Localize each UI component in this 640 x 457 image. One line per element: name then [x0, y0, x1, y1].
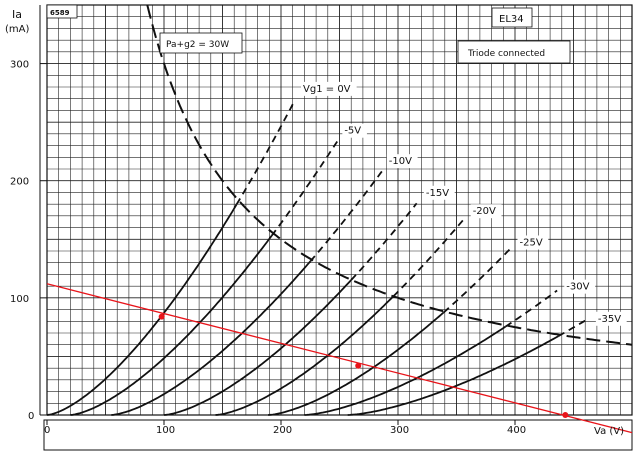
curve-label: Vg1 = 0V	[303, 84, 351, 95]
curve-solid	[215, 295, 394, 416]
plot-frame	[46, 4, 633, 416]
curve-label-bg	[517, 235, 549, 250]
power-label-box	[159, 32, 243, 54]
grid	[46, 4, 633, 416]
curve-label: -25V	[519, 237, 542, 248]
y-tick-label: 100	[10, 294, 29, 305]
power-curve-label: Pa+g2 = 30W	[166, 40, 229, 50]
curve-solid	[163, 279, 352, 416]
y-axis-label: Ia	[12, 8, 22, 21]
curve-label-bg	[470, 204, 502, 219]
curve-label-bg	[423, 185, 455, 200]
figure-id-box	[46, 4, 78, 19]
curve-solid	[304, 325, 507, 416]
curve-dashed	[505, 289, 558, 328]
curve-solid	[70, 235, 273, 416]
curve-label: -5V	[344, 126, 361, 137]
x-axis-label-box	[43, 419, 633, 451]
x-tick-label: 300	[390, 425, 409, 436]
curve-dashed	[350, 202, 418, 281]
curve-label-bg	[595, 311, 627, 326]
y-tick-label: 300	[10, 60, 29, 71]
curve-dashed	[235, 99, 296, 205]
curve-dashed	[557, 317, 590, 337]
grid-voltage-curves	[46, 99, 590, 416]
y-tick-label: 0	[28, 411, 34, 422]
power-curve-line	[146, 4, 632, 346]
y-tick-label: 200	[10, 177, 29, 188]
curve-label: -35V	[598, 314, 621, 325]
curve-label: -15V	[426, 188, 449, 199]
curve-solid	[46, 204, 238, 416]
axis-ticks: 0 100 200 300 400 0 100 200 300	[10, 60, 526, 436]
curve-label: -20V	[473, 206, 496, 217]
x-axis-label: Va (V)	[594, 426, 624, 437]
y-axis-unit: (mA)	[5, 24, 29, 35]
chart-title: EL34	[499, 14, 524, 25]
load-line	[46, 283, 633, 434]
load-line-point	[158, 313, 165, 320]
load-line-path	[46, 283, 633, 434]
curve-labels: Vg1 = 0V -5V -10V -15V -20V -25V -30V -35V	[301, 81, 627, 326]
chart-subtitle: Triode connected	[467, 49, 545, 59]
curve-dashed	[392, 219, 465, 298]
x-tick-label: 200	[273, 425, 292, 436]
curve-label-bg	[386, 154, 418, 169]
curve-dashed	[443, 246, 513, 314]
power-dissipation-curve	[146, 4, 632, 346]
x-tick-label: 100	[156, 425, 175, 436]
x-tick-label: 400	[507, 425, 526, 436]
curve-label: -30V	[566, 282, 589, 293]
curve-label-bg	[301, 81, 357, 96]
curve-dashed	[309, 169, 384, 262]
curve-solid	[111, 260, 311, 416]
title-box	[491, 7, 533, 28]
figure-id: 6589	[50, 9, 70, 17]
load-line-point	[355, 362, 362, 369]
curve-dashed	[270, 141, 338, 237]
x-tick-label: 0	[44, 425, 50, 436]
curve-solid	[268, 311, 445, 416]
subtitle-box	[457, 40, 571, 64]
curve-label-bg	[342, 123, 367, 138]
load-line-point	[562, 412, 569, 418]
curve-label: -10V	[389, 156, 412, 167]
curve-label-bg	[564, 279, 596, 294]
